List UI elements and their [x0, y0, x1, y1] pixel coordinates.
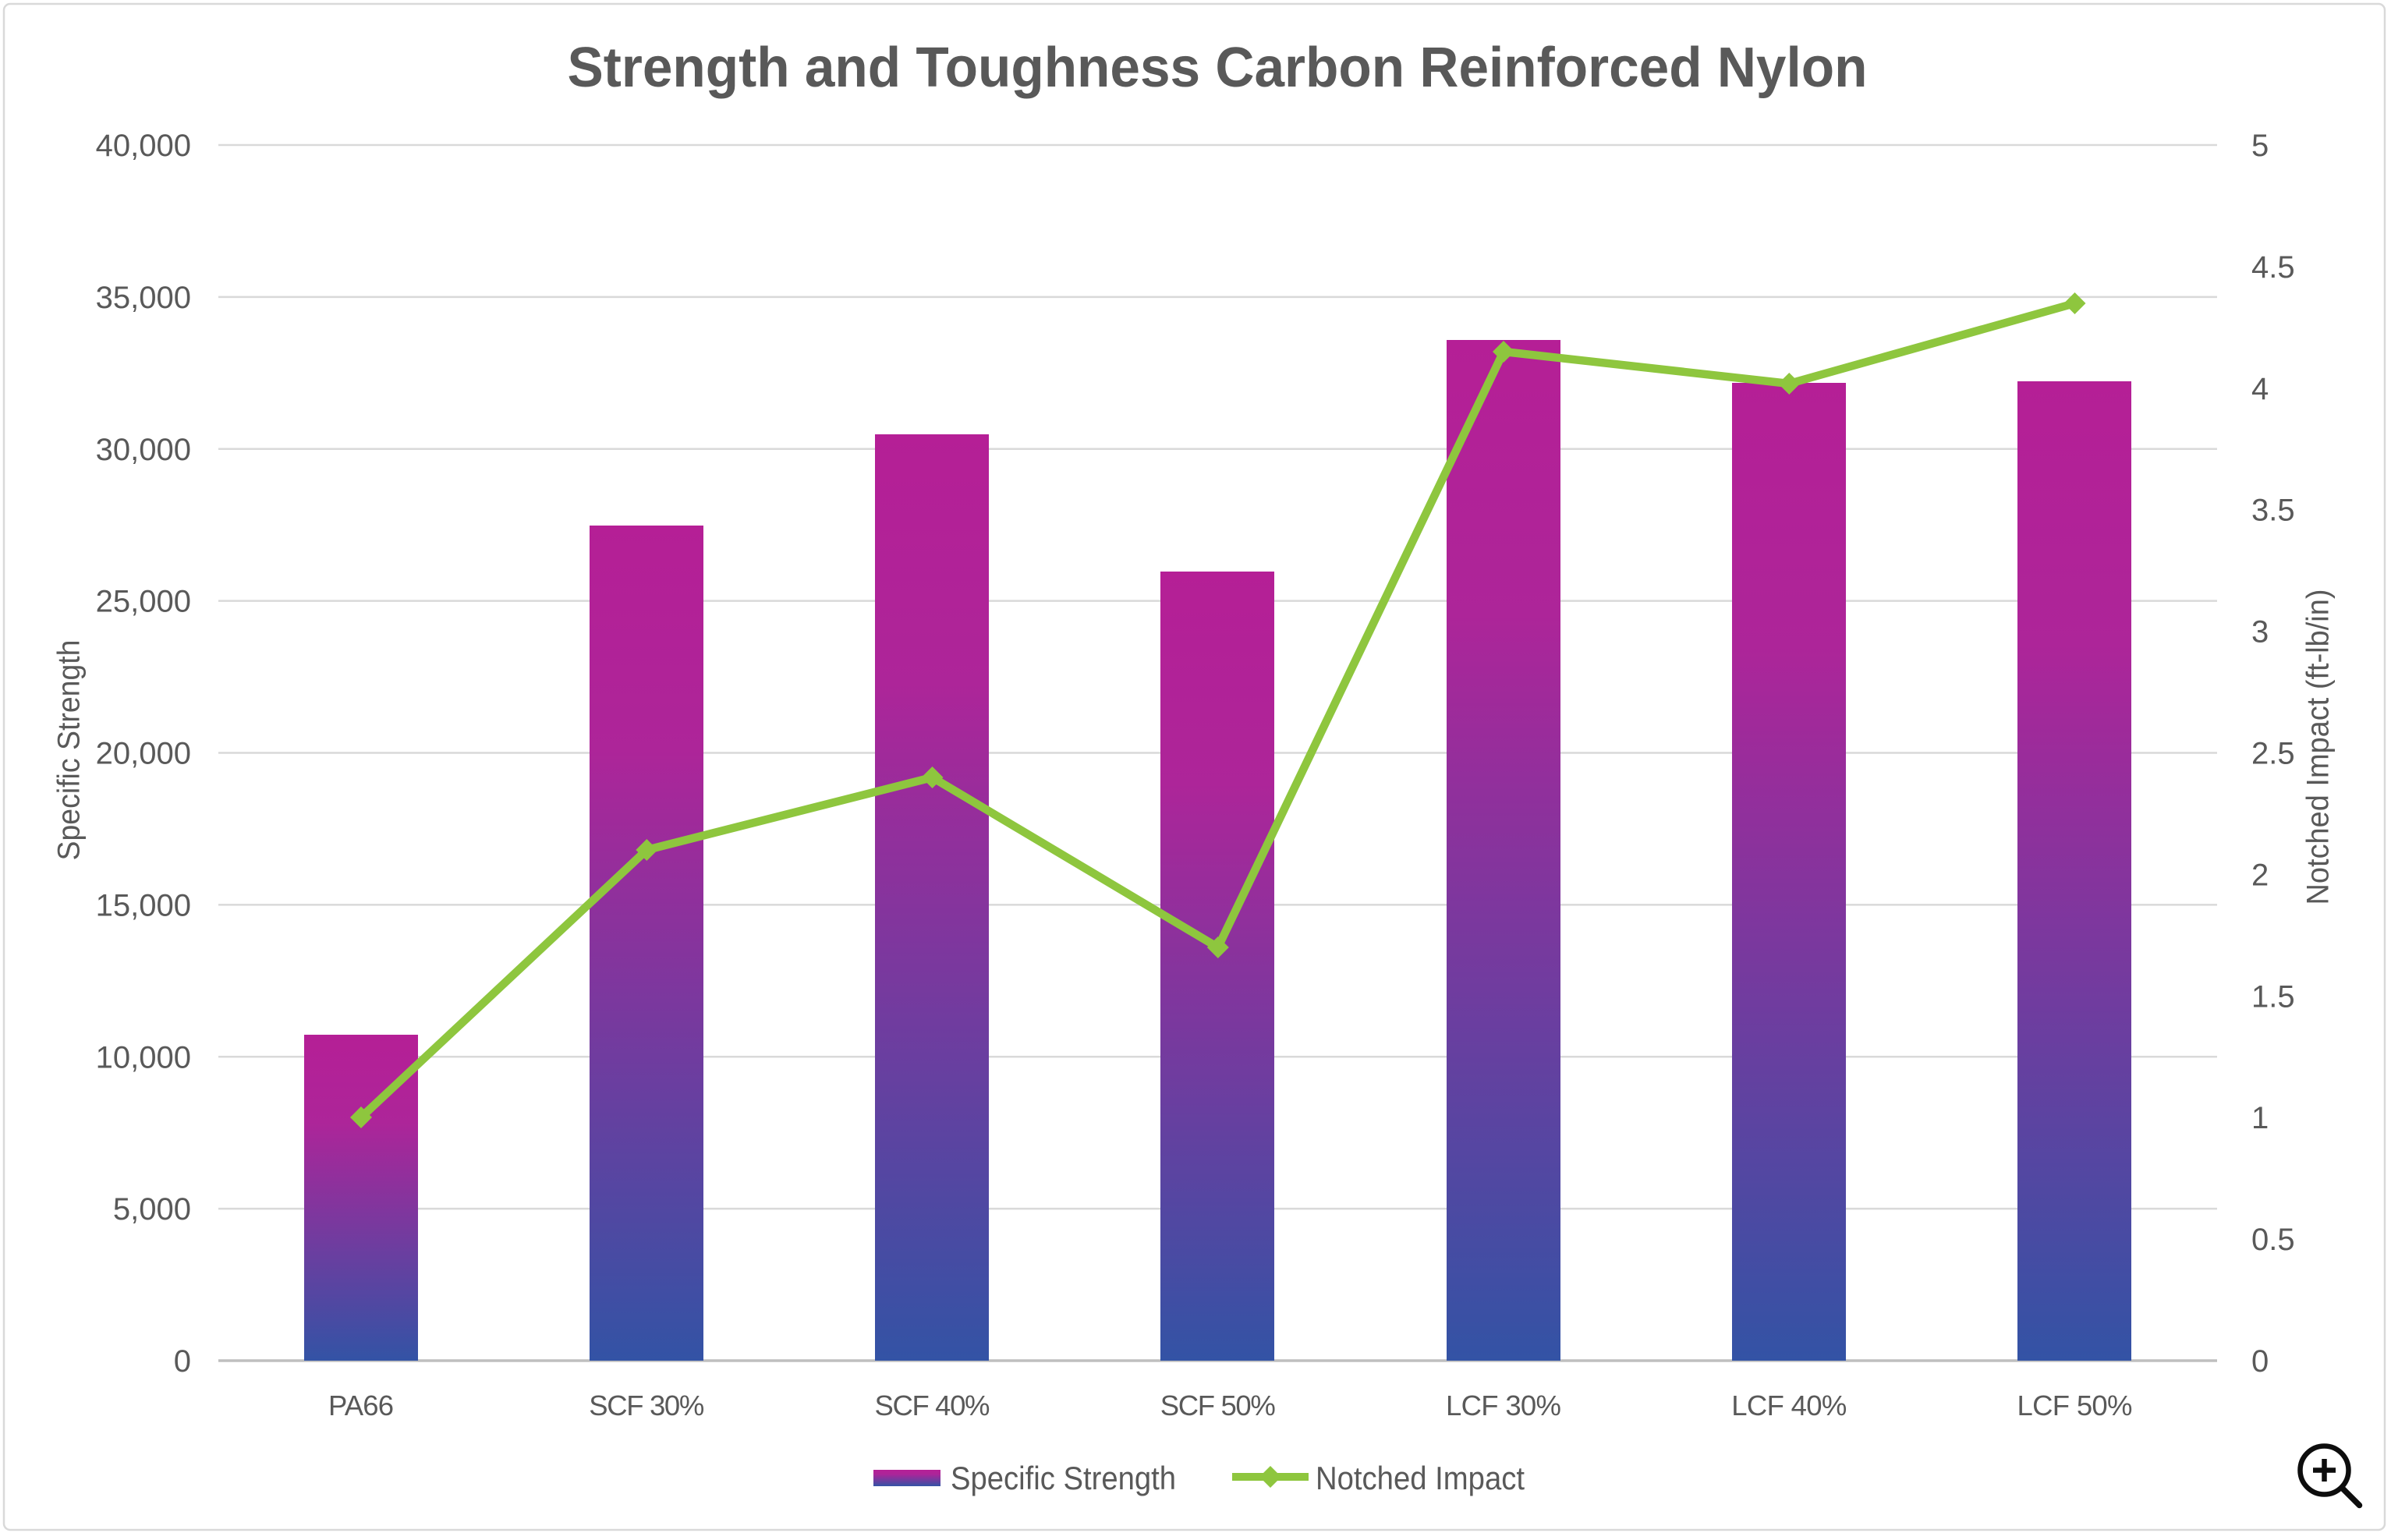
svg-text:LCF 40%: LCF 40%: [1731, 1390, 1847, 1421]
svg-text:25,000: 25,000: [96, 585, 191, 619]
svg-text:SCF 30%: SCF 30%: [589, 1390, 704, 1421]
svg-text:3.5: 3.5: [2251, 494, 2295, 528]
svg-text:Notched Impact (ft-lb/in): Notched Impact (ft-lb/in): [2301, 589, 2336, 905]
svg-text:4: 4: [2251, 372, 2269, 406]
svg-text:2: 2: [2251, 858, 2269, 892]
svg-text:0: 0: [174, 1344, 191, 1379]
svg-text:Specific Strength: Specific Strength: [52, 640, 87, 861]
svg-text:10,000: 10,000: [96, 1040, 191, 1074]
svg-text:15,000: 15,000: [96, 888, 191, 922]
svg-text:PA66: PA66: [328, 1390, 394, 1421]
svg-text:1: 1: [2251, 1101, 2269, 1135]
svg-text:SCF 50%: SCF 50%: [1160, 1390, 1276, 1421]
svg-text:4.5: 4.5: [2251, 250, 2295, 285]
svg-text:Notched Impact: Notched Impact: [1316, 1460, 1525, 1496]
svg-text:LCF 30%: LCF 30%: [1446, 1390, 1561, 1421]
svg-text:LCF 50%: LCF 50%: [2017, 1390, 2133, 1421]
svg-text:30,000: 30,000: [96, 433, 191, 467]
svg-text:40,000: 40,000: [96, 129, 191, 163]
svg-text:35,000: 35,000: [96, 281, 191, 315]
svg-text:0.5: 0.5: [2251, 1223, 2295, 1257]
svg-text:1.5: 1.5: [2251, 979, 2295, 1014]
svg-text:Specific Strength: Specific Strength: [951, 1460, 1176, 1496]
svg-text:20,000: 20,000: [96, 737, 191, 771]
svg-text:Strength and Toughness Carbon: Strength and Toughness Carbon Reinforced…: [568, 37, 1868, 99]
svg-text:2.5: 2.5: [2251, 737, 2295, 771]
svg-text:SCF 40%: SCF 40%: [875, 1390, 990, 1421]
svg-text:0: 0: [2251, 1344, 2269, 1379]
svg-text:5: 5: [2251, 129, 2269, 163]
svg-text:5,000: 5,000: [113, 1192, 191, 1227]
svg-text:3: 3: [2251, 615, 2269, 650]
